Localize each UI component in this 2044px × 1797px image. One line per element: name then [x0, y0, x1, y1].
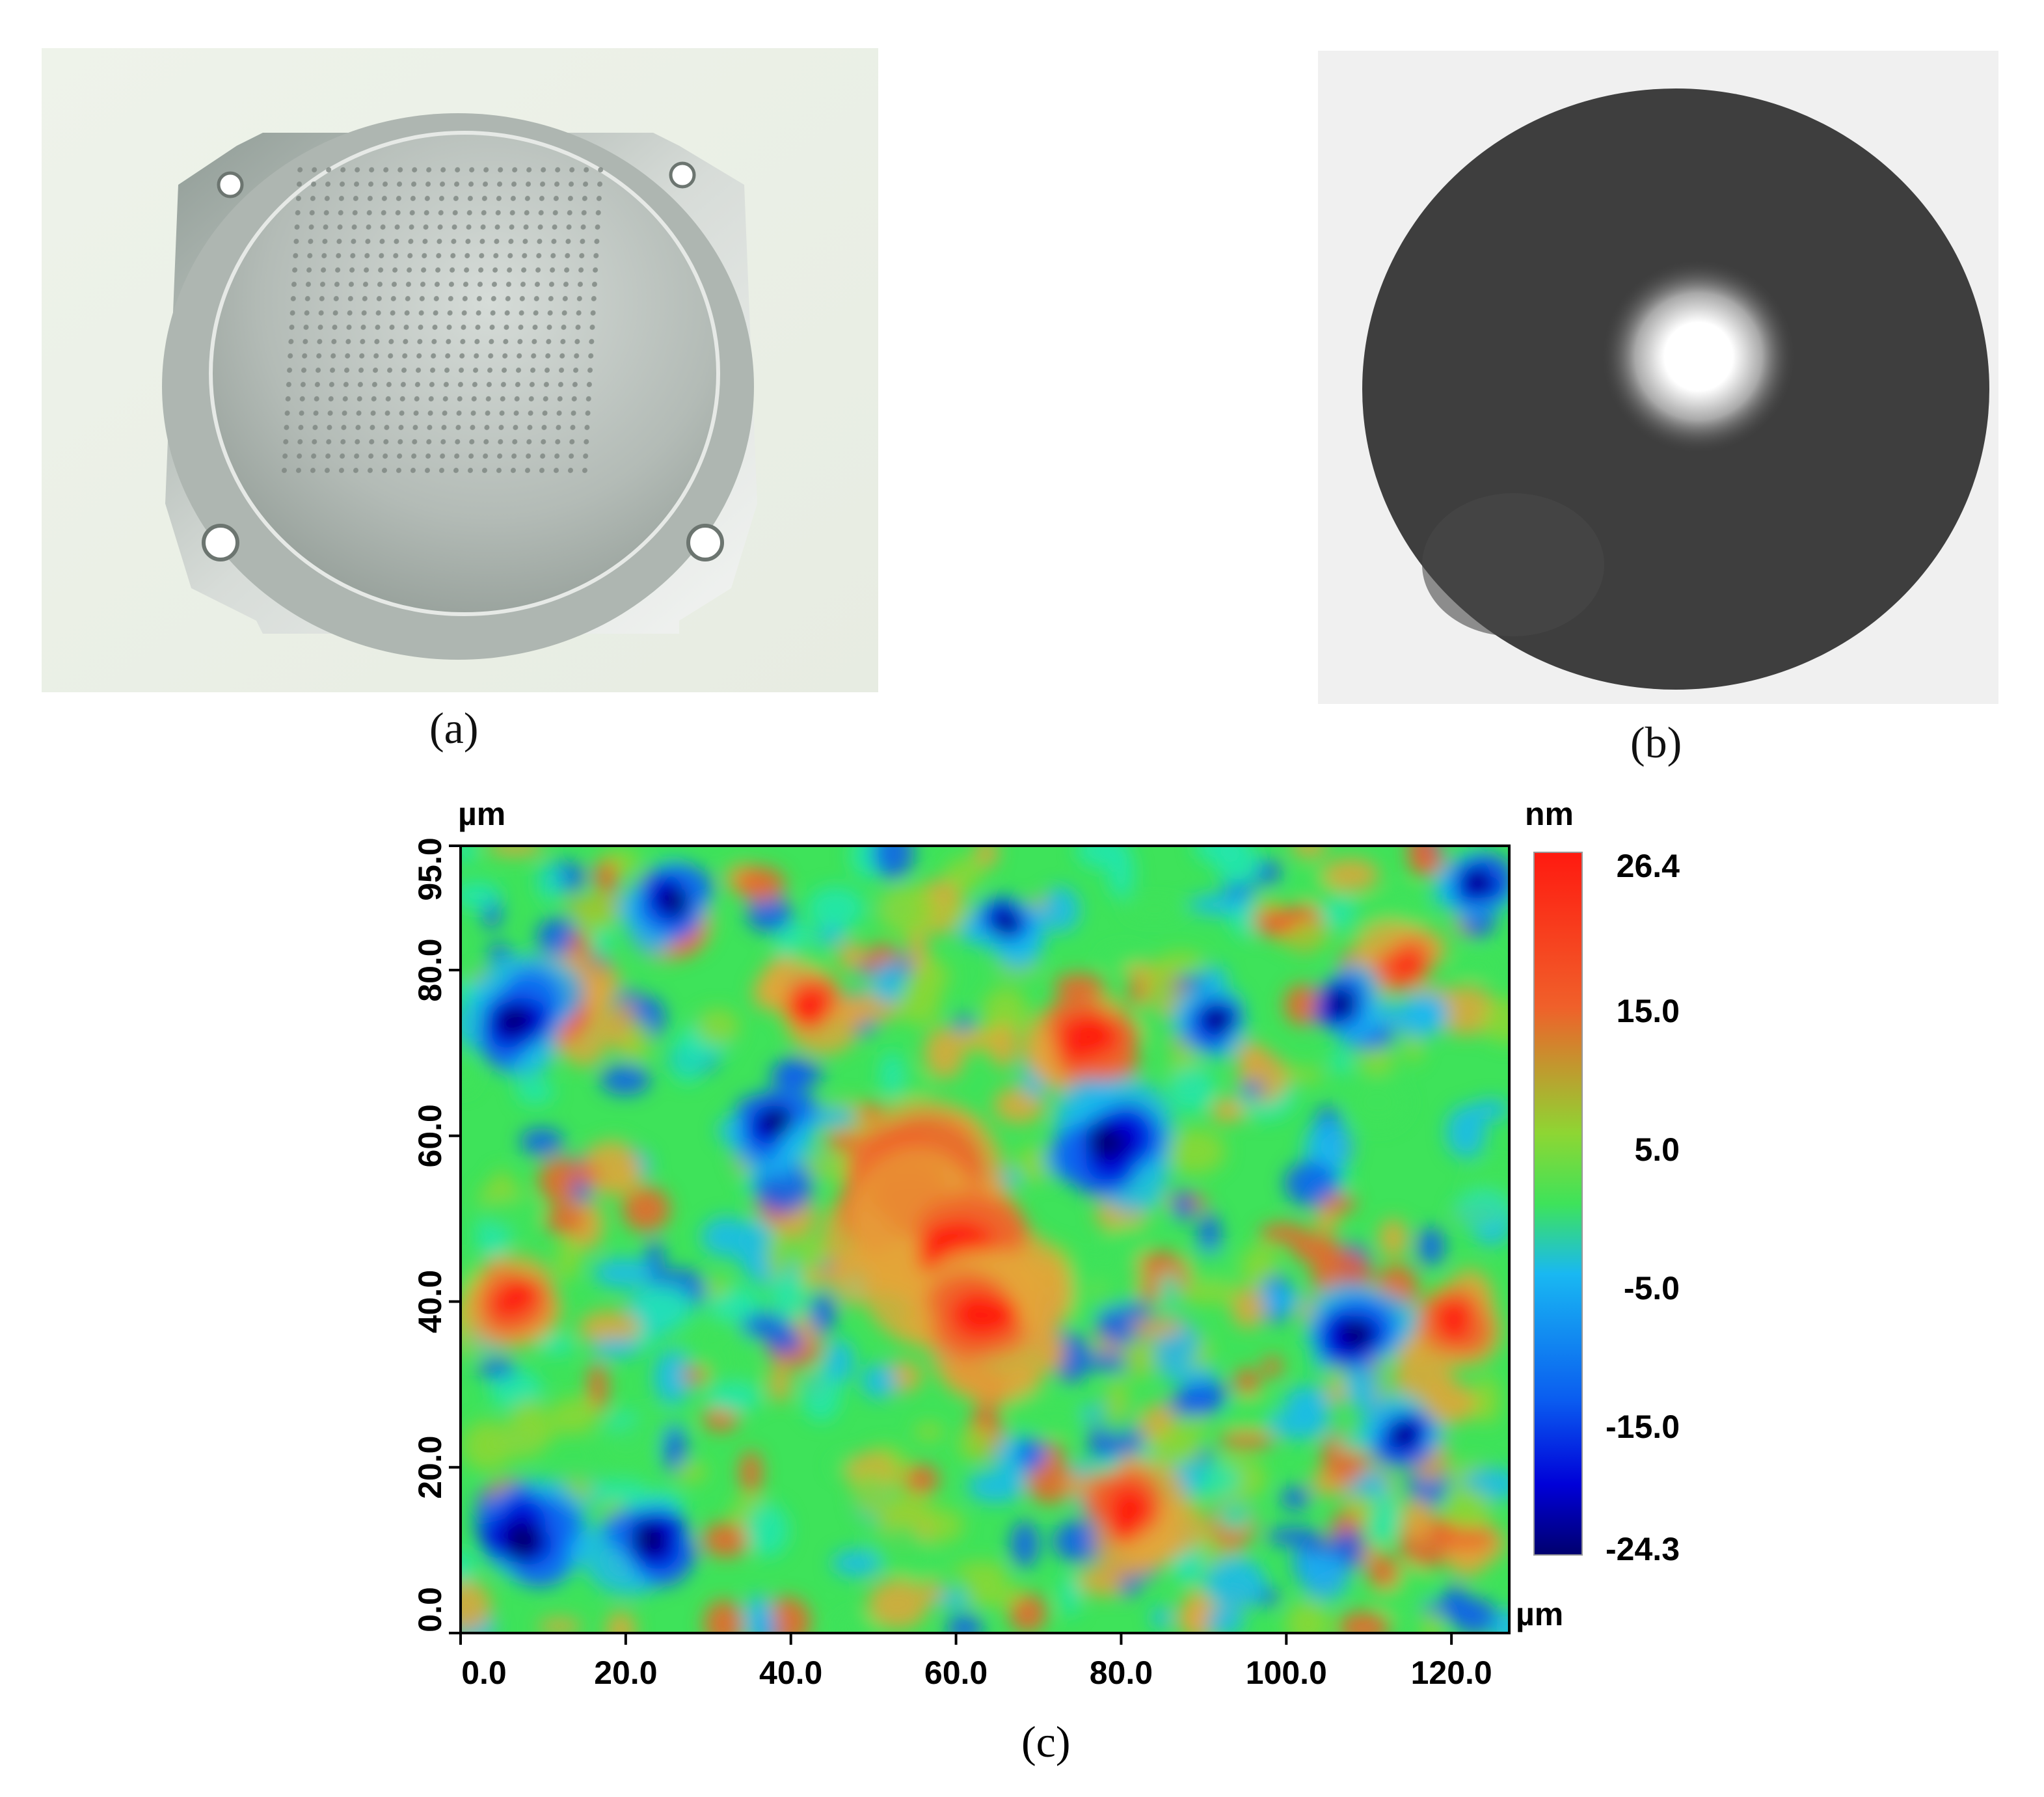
x-axis: 0.0 20.0 40.0 60.0 80.0 100.0 120.0 [459, 1633, 1492, 1691]
x-tick-label: 120.0 [1411, 1655, 1492, 1691]
surface-map-chart: µm µm nm 0.0 20.0 40.0 60.0 80.0 100.0 120.0 0… [412, 796, 1680, 1766]
colorbar-tick-label: 26.4 [1617, 848, 1680, 884]
panel-a [42, 48, 878, 692]
y-tick-label: 80.0 [412, 938, 448, 1001]
mirror-photo [42, 48, 878, 692]
colorbar-tick-label: -24.3 [1606, 1531, 1680, 1567]
caption-a: (a) [429, 703, 479, 753]
colorbar-unit: nm [1525, 796, 1574, 832]
colorbar-ticks: 26.4 15.0 5.0 -5.0 -15.0 -24.3 [1606, 848, 1680, 1567]
panel-b [1318, 51, 1998, 704]
x-tick-label: 20.0 [594, 1655, 657, 1691]
x-axis-unit: µm [1516, 1596, 1563, 1632]
x-tick-label: 100.0 [1246, 1655, 1327, 1691]
x-tick-label: 60.0 [924, 1655, 988, 1691]
colorbar-tick-label: 5.0 [1634, 1131, 1680, 1168]
x-tick-label: 0.0 [461, 1655, 507, 1691]
y-tick-label: 60.0 [412, 1104, 448, 1167]
x-tick-label: 80.0 [1090, 1655, 1153, 1691]
panel-c: µm µm nm 0.0 20.0 40.0 60.0 80.0 100.0 120.0 0… [0, 781, 2044, 1794]
colorbar-tick-label: -15.0 [1606, 1409, 1680, 1445]
spot-photo [1318, 51, 1998, 704]
plot-frame [459, 844, 1511, 1634]
y-tick-label: 20.0 [412, 1436, 448, 1499]
colorbar-tick-label: -5.0 [1624, 1270, 1680, 1306]
caption-c: (c) [1021, 1717, 1070, 1766]
x-tick-label: 40.0 [759, 1655, 822, 1691]
colorbar-tick-label: 15.0 [1617, 993, 1680, 1029]
height-field [461, 846, 1509, 1633]
y-axis-unit: µm [458, 796, 505, 832]
y-tick-label: 95.0 [412, 837, 448, 900]
caption-b: (b) [1630, 718, 1682, 767]
y-tick-label: 0.0 [412, 1587, 448, 1632]
colorbar [1533, 852, 1583, 1556]
y-tick-label: 40.0 [412, 1270, 448, 1333]
y-axis: 0.0 20.0 40.0 60.0 80.0 95.0 [412, 837, 461, 1634]
